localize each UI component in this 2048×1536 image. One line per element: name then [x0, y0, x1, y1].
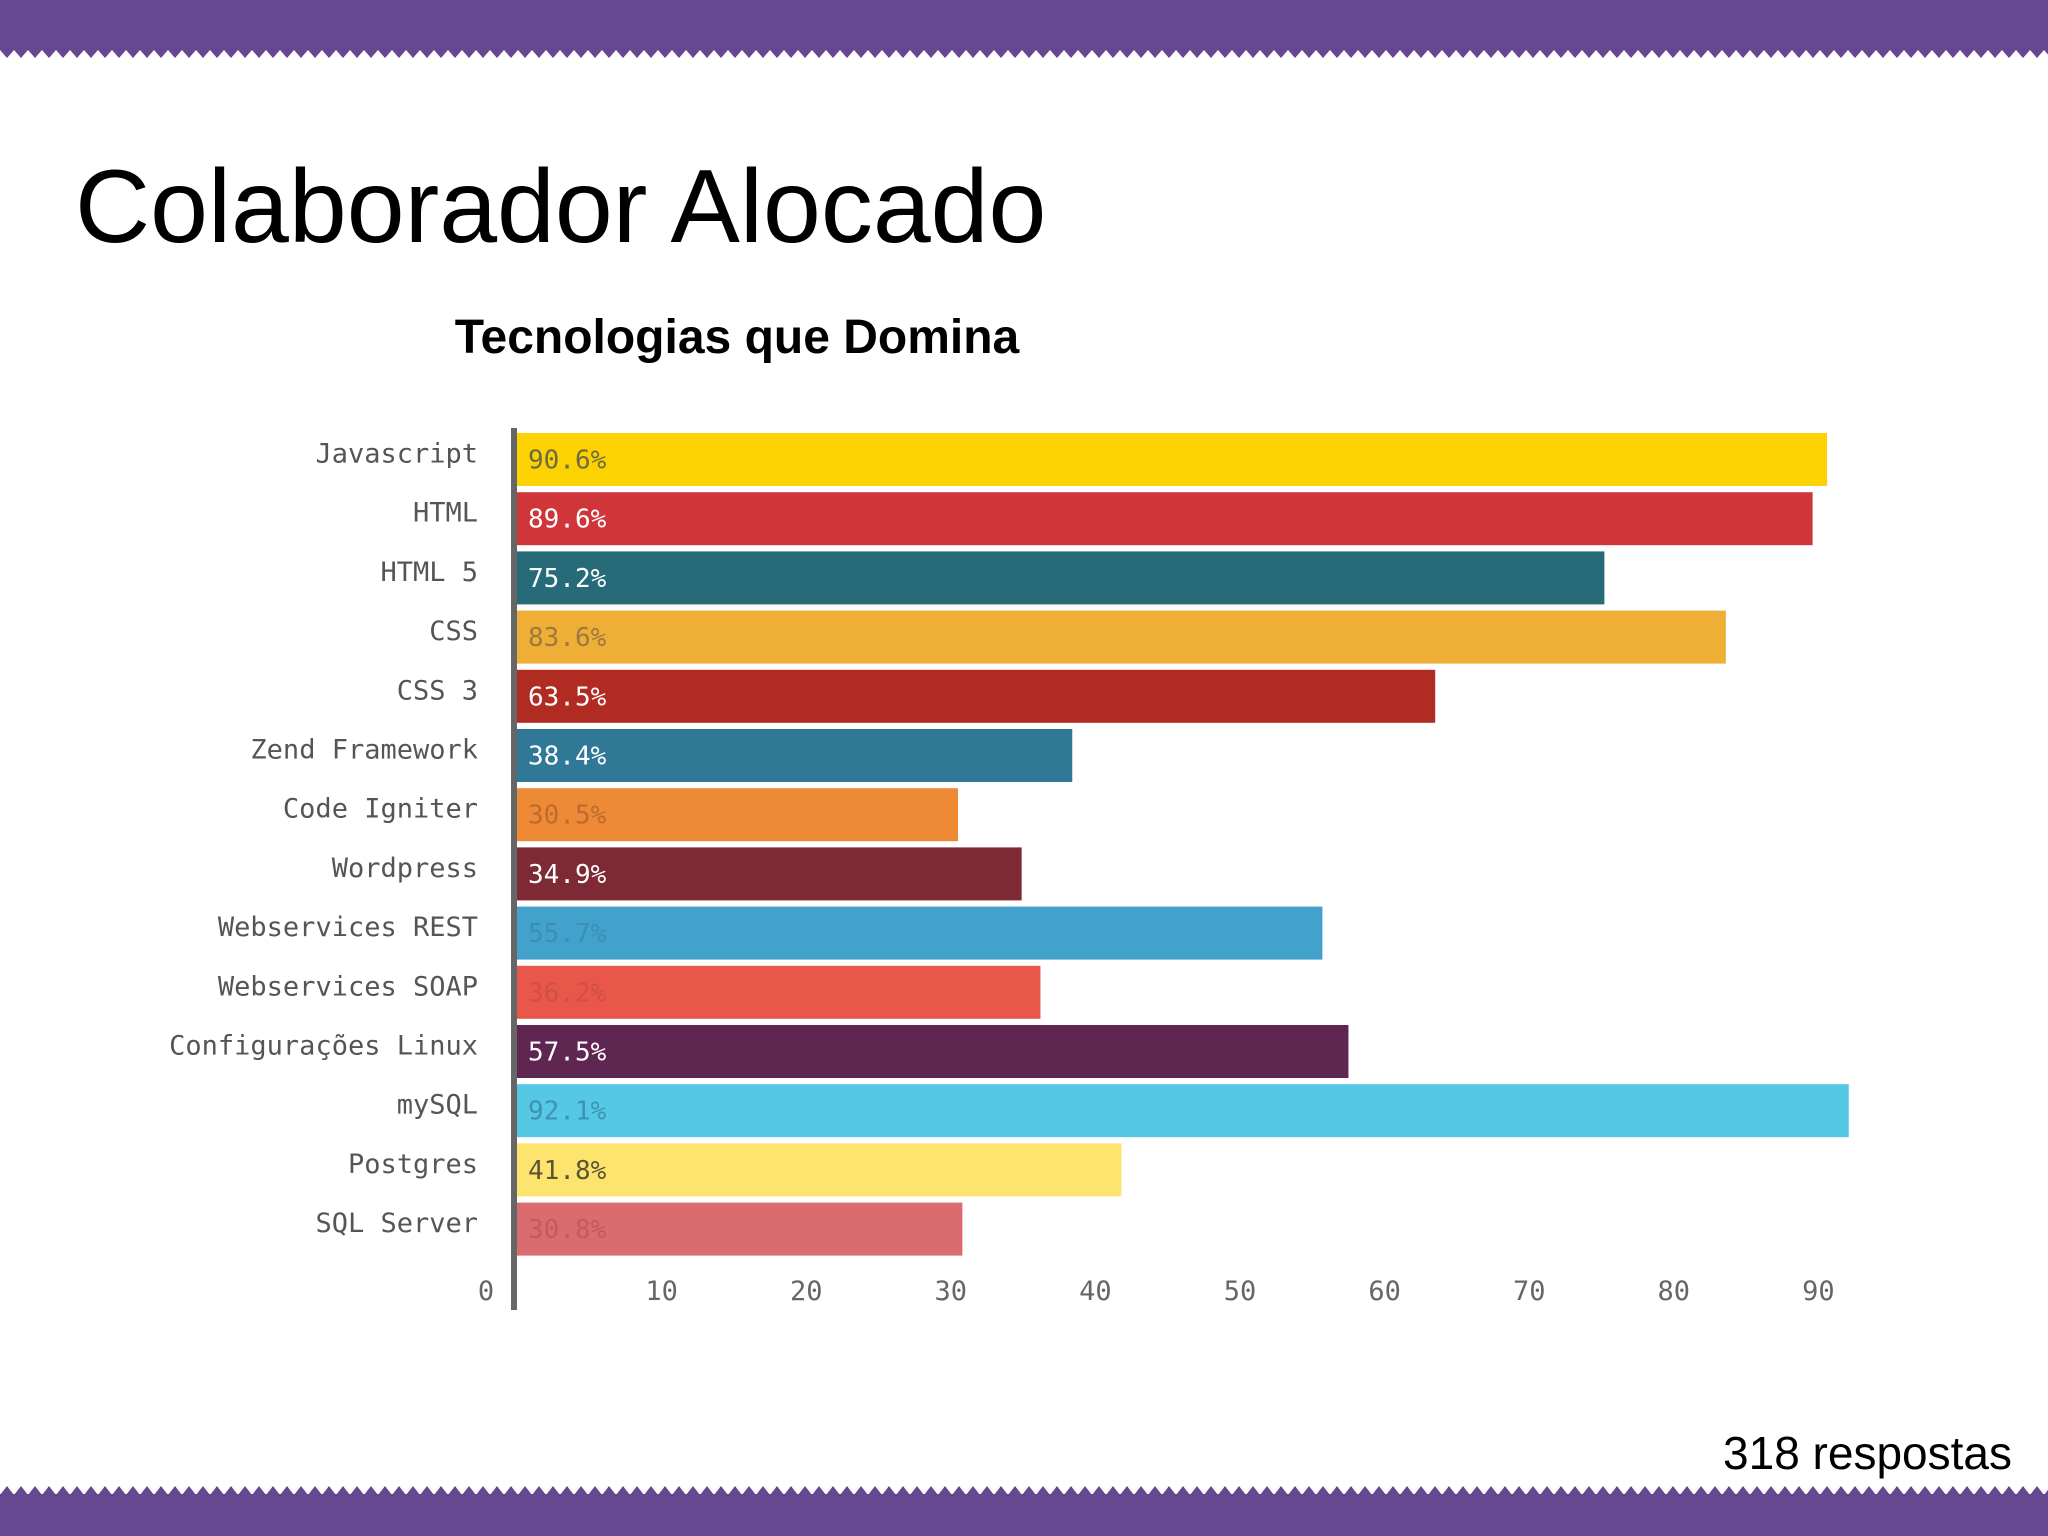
- bottom-band-zigzag: [0, 1486, 2048, 1495]
- x-tick-label: 20: [790, 1276, 823, 1307]
- top-band-zigzag: [0, 50, 2048, 58]
- category-label-mysql: mySQL: [397, 1090, 478, 1121]
- bar-value-label: 83.6%: [528, 623, 607, 653]
- top-band: [0, 0, 2048, 58]
- category-label-wordpress: Wordpress: [332, 853, 478, 884]
- bar-chart: 90.6% 89.6% 75.2% 83.6% 63.5% 38.4% 30.5% 34.9%…: [169, 428, 1849, 1310]
- bar-wordpress: [517, 847, 1022, 901]
- bar-css: [517, 610, 1726, 664]
- category-label-javascript: Javascript: [315, 439, 478, 470]
- bar-postgres: [517, 1143, 1122, 1197]
- bar-css-3: [517, 669, 1436, 723]
- bottom-band: [0, 1486, 2048, 1536]
- bars-layer: 90.6% 89.6% 75.2% 83.6% 63.5% 38.4% 30.5% 34.9%…: [517, 433, 1849, 1256]
- bar-value-label: 55.7%: [528, 919, 607, 949]
- bar-sql-server: [517, 1202, 963, 1256]
- y-axis-line: [511, 428, 517, 1310]
- bar-value-label: 63.5%: [528, 682, 607, 712]
- x-tick-label: 0: [478, 1276, 494, 1307]
- x-axis-ticks: 0 10 20 30 40 50 60 70 80 90: [478, 1276, 1835, 1307]
- x-tick-label: 80: [1658, 1276, 1691, 1307]
- bar-value-label: 89.6%: [528, 505, 607, 535]
- category-label-webservices-rest: Webservices REST: [218, 912, 478, 943]
- bar-javascript: [517, 433, 1828, 486]
- x-tick-label: 70: [1513, 1276, 1546, 1307]
- x-tick-label: 50: [1224, 1276, 1257, 1307]
- bar-value-label: 30.8%: [528, 1215, 607, 1245]
- category-label-configuracoes-linux: Configurações Linux: [169, 1031, 478, 1062]
- bar-value-label: 30.5%: [528, 801, 607, 831]
- bar-value-label: 41.8%: [528, 1156, 607, 1186]
- bar-webservices-rest: [517, 906, 1323, 960]
- bar-mysql: [517, 1084, 1849, 1138]
- bar-webservices-soap: [517, 965, 1041, 1019]
- category-labels: Javascript HTML HTML 5 CSS CSS 3 Zend Framewo…: [169, 439, 478, 1240]
- bar-zend-framework: [517, 729, 1073, 782]
- x-tick-label: 60: [1368, 1276, 1401, 1307]
- bar-code-igniter: [517, 788, 959, 842]
- category-label-css-3: CSS 3: [397, 675, 478, 706]
- bar-html: [517, 492, 1813, 546]
- category-label-zend-framework: Zend Framework: [250, 735, 478, 766]
- x-tick-label: 90: [1802, 1276, 1835, 1307]
- category-label-webservices-soap: Webservices SOAP: [218, 971, 478, 1002]
- response-count: 318 respostas: [1723, 1427, 2012, 1479]
- bar-html-5: [517, 551, 1605, 605]
- bar-value-label: 75.2%: [528, 564, 607, 594]
- category-label-html: HTML: [413, 498, 478, 529]
- x-tick-label: 10: [645, 1276, 678, 1307]
- chart-title: Tecnologias que Domina: [454, 311, 1020, 364]
- bar-value-label: 38.4%: [528, 742, 607, 772]
- bar-configuracoes-linux: [517, 1025, 1349, 1078]
- category-label-sql-server: SQL Server: [315, 1208, 478, 1239]
- category-label-html-5: HTML 5: [380, 557, 478, 588]
- x-tick-label: 40: [1079, 1276, 1112, 1307]
- category-label-code-igniter: Code Igniter: [283, 794, 478, 825]
- bar-value-label: 92.1%: [528, 1097, 607, 1127]
- category-label-css: CSS: [429, 616, 478, 647]
- category-label-postgres: Postgres: [348, 1149, 478, 1180]
- slide-title: Colaborador Alocado: [75, 149, 1047, 265]
- bar-value-label: 34.9%: [528, 860, 607, 890]
- bar-value-label: 57.5%: [528, 1038, 607, 1068]
- x-tick-label: 30: [935, 1276, 968, 1307]
- bar-value-label: 90.6%: [528, 446, 607, 476]
- bar-value-label: 36.2%: [528, 978, 607, 1008]
